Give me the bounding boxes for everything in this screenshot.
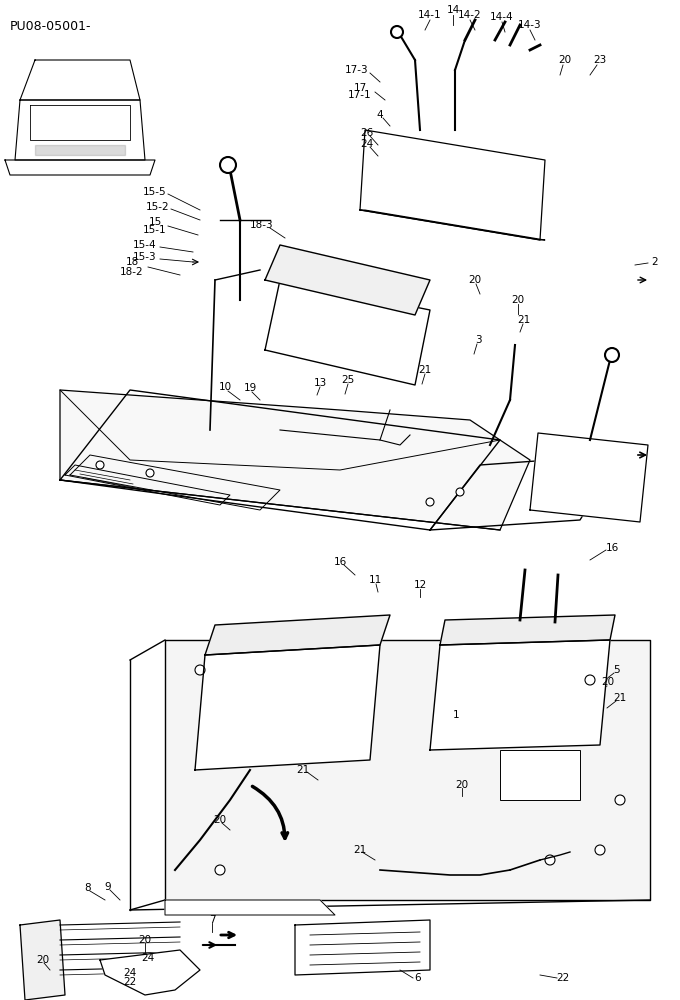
Circle shape [215,865,225,875]
Polygon shape [530,433,648,522]
Text: 10: 10 [218,382,232,392]
Polygon shape [265,280,430,385]
Text: 13: 13 [313,378,326,388]
Text: 8: 8 [85,883,91,893]
Polygon shape [165,900,335,915]
Text: 22: 22 [556,973,570,983]
Text: 21: 21 [517,315,530,325]
Circle shape [595,845,605,855]
Circle shape [146,469,154,477]
Polygon shape [20,60,140,100]
Text: 17-1: 17-1 [348,90,372,100]
Text: 6: 6 [415,973,422,983]
Text: 5: 5 [613,665,620,675]
Circle shape [426,498,434,506]
Polygon shape [205,615,390,655]
Text: 20: 20 [214,815,226,825]
Text: 12: 12 [413,580,426,590]
Text: 20: 20 [37,955,50,965]
Text: 20: 20 [456,780,469,790]
Circle shape [391,26,403,38]
Text: 25: 25 [341,375,355,385]
Text: 14-1: 14-1 [418,10,442,20]
Text: 15-2: 15-2 [146,202,170,212]
Bar [500,750,580,800]
Polygon shape [360,210,545,240]
Text: 26: 26 [360,128,373,138]
Text: 18-3: 18-3 [250,220,274,230]
Text: 19: 19 [243,383,256,393]
Text: 15-4: 15-4 [133,240,157,250]
Text: 15-3: 15-3 [133,252,157,262]
Polygon shape [165,640,650,900]
Text: PU08-05001-: PU08-05001- [10,20,92,33]
Text: 20: 20 [139,935,152,945]
Polygon shape [35,145,125,155]
Polygon shape [430,455,620,530]
Text: 24: 24 [360,139,373,149]
Text: 17-3: 17-3 [345,65,369,75]
Polygon shape [295,920,430,975]
Text: 14-4: 14-4 [490,12,514,22]
Text: 15: 15 [148,217,162,227]
Text: 9: 9 [105,882,112,892]
Polygon shape [20,920,65,1000]
Text: 4: 4 [377,110,384,120]
Circle shape [585,675,595,685]
Circle shape [195,665,205,675]
Text: 21: 21 [296,765,309,775]
Polygon shape [430,640,610,750]
Circle shape [545,855,555,865]
Circle shape [615,795,625,805]
Text: 20: 20 [601,677,615,687]
Text: 21: 21 [613,693,627,703]
Text: 3: 3 [475,335,481,345]
Text: 14-3: 14-3 [518,20,542,30]
Text: 24: 24 [123,968,137,978]
Circle shape [220,157,236,173]
Circle shape [96,461,104,469]
Text: 15-5: 15-5 [143,187,167,197]
Polygon shape [60,390,500,530]
Text: 15-1: 15-1 [143,225,167,235]
Text: 21: 21 [418,365,432,375]
Text: 20: 20 [558,55,572,65]
Text: 22: 22 [123,977,137,987]
Text: 18-2: 18-2 [120,267,143,277]
Text: 14-2: 14-2 [458,10,482,20]
Text: 7: 7 [209,915,216,925]
Text: 20: 20 [469,275,481,285]
Polygon shape [60,390,530,530]
Text: 23: 23 [594,55,607,65]
Polygon shape [265,245,430,315]
Text: 14: 14 [446,5,460,15]
Text: 1: 1 [453,710,459,720]
Text: 21: 21 [354,845,367,855]
Text: 24: 24 [141,953,154,963]
Text: 16: 16 [605,543,619,553]
Circle shape [605,348,619,362]
Text: 2: 2 [651,257,658,267]
Text: 17: 17 [354,83,367,93]
Text: 11: 11 [369,575,381,585]
Text: 16: 16 [333,557,347,567]
Polygon shape [195,645,380,770]
Polygon shape [100,950,200,995]
Polygon shape [360,130,545,240]
Polygon shape [15,100,145,160]
Polygon shape [440,615,615,645]
Text: 18: 18 [125,257,139,267]
Circle shape [456,488,464,496]
Polygon shape [5,160,155,175]
Text: 20: 20 [511,295,524,305]
